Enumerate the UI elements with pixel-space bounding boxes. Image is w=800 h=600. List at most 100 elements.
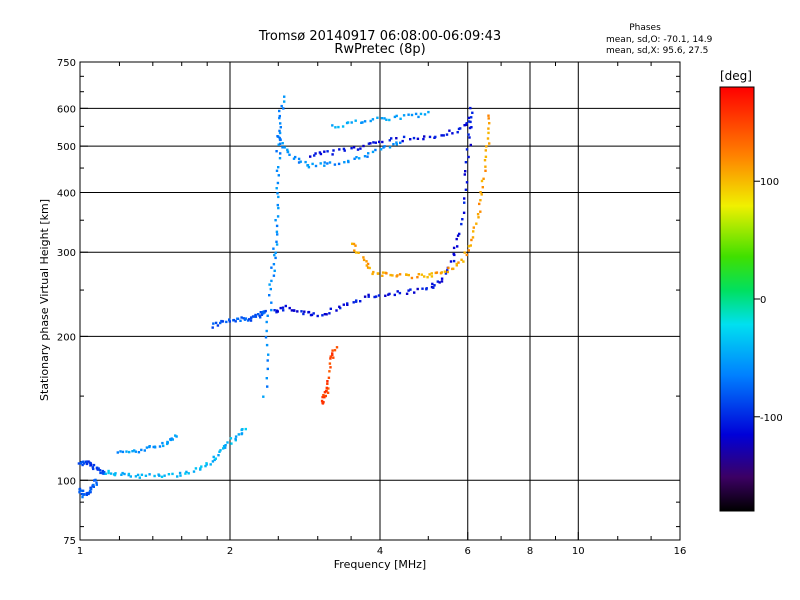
data-point [372, 270, 375, 274]
data-point [332, 356, 335, 359]
data-point [276, 181, 280, 185]
data-point [270, 279, 273, 283]
data-point [258, 314, 261, 317]
data-point [204, 464, 207, 468]
x-tick-label: 10 [572, 546, 585, 557]
data-point [402, 135, 406, 139]
data-point [425, 287, 428, 290]
data-point [266, 367, 269, 371]
data-point [306, 164, 310, 167]
data-point [365, 264, 368, 267]
data-point [371, 118, 375, 121]
data-point [239, 319, 242, 322]
data-point [354, 119, 357, 122]
data-point [153, 446, 157, 449]
data-point [259, 311, 262, 314]
data-point [254, 315, 258, 318]
data-point [427, 110, 430, 114]
data-point [250, 316, 253, 319]
data-point [314, 164, 318, 168]
data-point [236, 317, 239, 320]
data-point [388, 146, 392, 149]
data-point [275, 224, 279, 228]
data-point [248, 318, 251, 321]
data-point [470, 126, 473, 129]
data-point [128, 450, 131, 454]
data-point [283, 95, 286, 98]
data-point [282, 309, 285, 312]
data-point [469, 143, 472, 147]
data-point [416, 276, 419, 279]
data-point [401, 139, 404, 143]
data-point [440, 277, 444, 280]
data-point [265, 320, 268, 324]
data-point [284, 304, 287, 308]
data-point [443, 270, 447, 273]
data-point [276, 203, 279, 207]
data-point [211, 326, 214, 329]
data-point [393, 115, 397, 119]
data-point [282, 107, 285, 110]
data-point [444, 272, 448, 275]
data-point [290, 309, 294, 312]
data-point [347, 160, 350, 164]
data-point [470, 116, 473, 119]
data-point [278, 114, 281, 118]
data-point [328, 362, 332, 365]
data-point [278, 136, 281, 140]
data-point [329, 307, 332, 310]
data-point [488, 142, 491, 145]
data-point [335, 346, 339, 349]
data-point [265, 343, 269, 347]
data-point [103, 470, 106, 474]
data-point [329, 357, 332, 360]
data-point [410, 113, 414, 117]
colorbar-label: [deg] [720, 69, 752, 83]
data-point [352, 146, 356, 149]
data-point [225, 320, 228, 324]
data-point [277, 195, 280, 199]
data-point [254, 313, 257, 317]
data-point [240, 432, 244, 435]
data-point [166, 442, 169, 446]
data-point [451, 132, 454, 135]
data-point [145, 446, 149, 449]
data-point [81, 463, 84, 467]
data-point [107, 471, 110, 475]
data-point [288, 306, 291, 310]
data-point [281, 146, 284, 149]
y-tick-label: 750 [57, 58, 76, 69]
data-point [358, 157, 361, 160]
data-point [333, 163, 337, 166]
data-point [278, 109, 281, 113]
data-point [322, 395, 326, 398]
data-point [94, 478, 97, 482]
data-point [266, 359, 269, 362]
data-point [383, 117, 386, 120]
data-point [211, 460, 215, 463]
data-point [299, 160, 302, 163]
data-point [278, 142, 282, 145]
data-point [405, 273, 408, 276]
data-point [368, 266, 371, 270]
data-point [469, 120, 472, 124]
data-point [445, 133, 449, 136]
data-point [392, 143, 395, 146]
minor-ticks [80, 62, 680, 540]
y-axis-ticks: 75 100 200 300 400 500 600 750 [57, 58, 88, 547]
data-point [356, 148, 360, 151]
data-point [140, 448, 143, 452]
data-point [232, 318, 236, 322]
data-point [488, 122, 491, 125]
data-point [310, 313, 314, 317]
data-points [77, 95, 491, 499]
data-point [194, 467, 198, 470]
data-point [350, 147, 353, 150]
data-point [323, 313, 327, 316]
data-point [452, 267, 455, 270]
data-point [265, 329, 268, 333]
data-point [219, 321, 222, 325]
data-point [328, 161, 332, 164]
data-point [80, 460, 83, 464]
data-point [484, 169, 487, 172]
